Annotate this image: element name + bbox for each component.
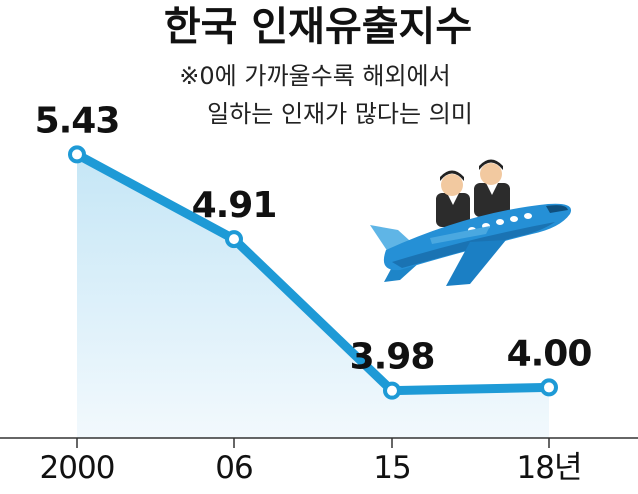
chart-note-line-2: 일하는 인재가 많다는 의미 — [207, 100, 473, 128]
data-point-1 — [225, 230, 243, 249]
chart-title: 한국 인재유출지수 — [164, 4, 472, 50]
data-point-2 — [383, 381, 401, 400]
x-tick-label-0: 2000 — [40, 450, 115, 486]
data-label-3: 4.00 — [507, 333, 592, 374]
series-line — [72, 149, 554, 396]
x-tick-label-2: 15 — [373, 450, 410, 486]
data-label-0: 5.43 — [35, 100, 120, 141]
passenger-left-icon — [436, 170, 470, 227]
x-tick-label-3: 18년 — [517, 450, 582, 486]
airplane-illustration — [370, 159, 572, 286]
chart-note-line-1: ※0에 가까울수록 해외에서 — [179, 62, 450, 90]
data-label-1: 4.91 — [192, 185, 277, 226]
passenger-right-icon — [474, 159, 510, 217]
data-point-0 — [68, 145, 86, 164]
wing — [446, 240, 506, 286]
data-label-2: 3.98 — [350, 337, 435, 378]
area-fill — [77, 154, 549, 438]
data-point-3 — [540, 378, 558, 397]
x-tick-label-1: 06 — [215, 450, 252, 486]
